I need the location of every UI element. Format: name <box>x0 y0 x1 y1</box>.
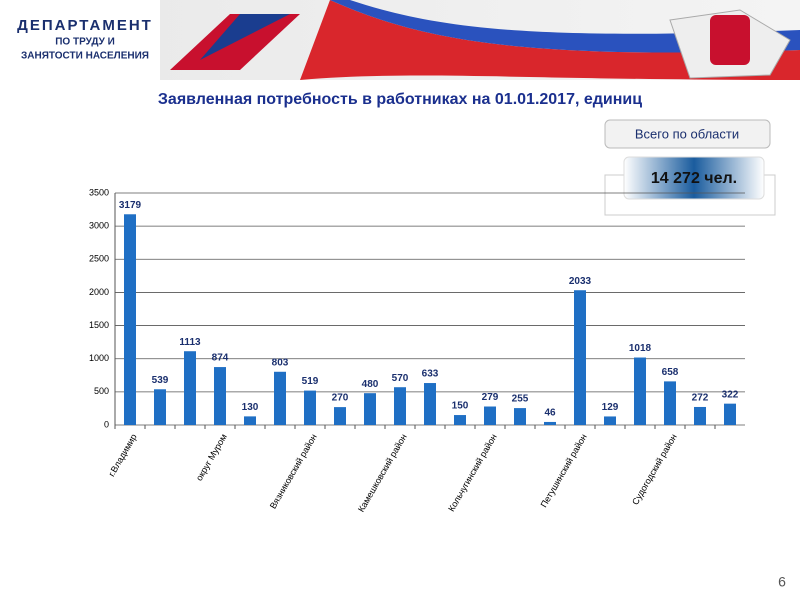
value-label: 1018 <box>629 343 652 354</box>
value-label: 2033 <box>569 276 592 287</box>
bar <box>634 357 646 425</box>
bar <box>154 389 166 425</box>
value-label: 46 <box>544 408 556 419</box>
value-label: 658 <box>662 367 679 378</box>
bar <box>184 351 196 425</box>
bar <box>124 214 136 425</box>
summary-label: Всего по области <box>635 126 739 141</box>
x-tick-label: Судогодский район <box>630 432 679 506</box>
page-number: 6 <box>778 574 786 590</box>
bar <box>274 371 286 425</box>
value-label: 255 <box>512 394 529 405</box>
y-tick-label: 2500 <box>89 254 109 264</box>
bar <box>394 387 406 425</box>
x-tick-label: Вязниковский район <box>268 432 319 510</box>
plot: 0 500 1000 1500 2000 2500 3000 3500 3179 г.Владим… <box>89 187 745 514</box>
x-tick-label: округ Муром <box>194 432 229 482</box>
bar <box>514 408 526 425</box>
bar <box>304 390 316 425</box>
coat-of-arms <box>710 15 750 65</box>
bar <box>364 393 376 425</box>
y-tick-label: 3500 <box>89 187 109 197</box>
bar <box>484 406 496 425</box>
value-label: 874 <box>212 353 229 364</box>
bar <box>424 383 436 425</box>
y-tick-label: 2000 <box>89 287 109 297</box>
bar <box>664 381 676 425</box>
y-tick-label: 500 <box>94 386 109 396</box>
bar <box>574 290 586 425</box>
y-tick-label: 1500 <box>89 320 109 330</box>
value-label: 322 <box>722 389 739 400</box>
bar <box>334 407 346 425</box>
value-label: 272 <box>692 393 709 404</box>
header-text: ЗАНЯТОСТИ НАСЕЛЕНИЯ <box>21 51 149 62</box>
x-tick-label: Камешковский район <box>356 432 409 514</box>
bar <box>724 403 736 425</box>
value-label: 3179 <box>119 200 142 211</box>
value-label: 570 <box>392 373 409 384</box>
header-text: ПО ТРУДУ И <box>55 37 115 48</box>
bar <box>454 415 466 425</box>
summary-value-box <box>623 156 765 200</box>
y-tick-label: 1000 <box>89 353 109 363</box>
x-tick-label: Петушинский район <box>539 432 589 509</box>
value-label: 270 <box>332 393 349 404</box>
value-label: 130 <box>242 402 259 413</box>
value-label: 633 <box>422 369 439 380</box>
summary-value: 14 272 чел. <box>651 170 737 187</box>
y-tick-label: 3000 <box>89 221 109 231</box>
summary-label-box <box>604 119 771 149</box>
bar <box>244 416 256 425</box>
value-label: 150 <box>452 401 469 412</box>
value-label: 539 <box>152 375 169 386</box>
value-label: 279 <box>482 392 499 403</box>
value-label: 480 <box>362 379 379 390</box>
flag-red <box>300 0 800 80</box>
value-label: 129 <box>602 402 619 413</box>
logo-box <box>0 0 160 80</box>
bar <box>214 367 226 425</box>
value-label: 519 <box>302 376 319 387</box>
bar <box>544 421 556 425</box>
logo-mark <box>200 14 290 60</box>
value-label: 1113 <box>179 337 201 348</box>
x-tick-label: г.Владимир <box>106 432 138 478</box>
bar <box>694 406 706 425</box>
bar <box>604 416 616 425</box>
value-label: 803 <box>272 357 289 368</box>
chart-title: Заявленная потребность в работниках на 0… <box>158 91 642 108</box>
x-tick-label: Кольчугинский район <box>446 432 499 513</box>
y-tick-label: 0 <box>104 419 109 429</box>
header-text: ДЕПАРТАМЕНТ <box>17 17 153 34</box>
